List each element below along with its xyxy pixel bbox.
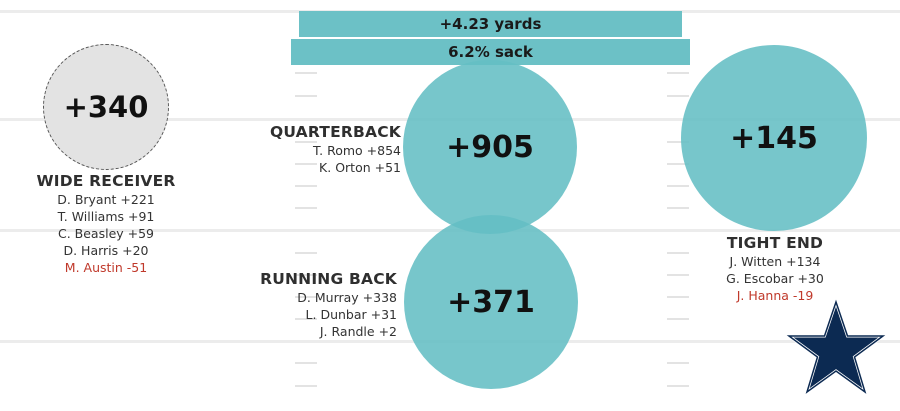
player-row: J. Witten +134 [729,254,821,269]
tight-end-title: TIGHT END [726,234,824,252]
yard-mark [295,318,317,320]
yard-mark [295,141,317,143]
yard-mark [667,318,689,320]
player-row: D. Bryant +221 [57,192,155,207]
yard-mark [295,163,317,165]
tight-end-total: +145 [730,120,818,156]
running-back-block: RUNNING BACK D. Murray +338 L. Dunbar +3… [220,270,397,340]
running-back-title: RUNNING BACK [260,270,397,288]
yard-mark [667,141,689,143]
running-back-total: +371 [447,284,535,320]
player-row: T. Romo +854 [312,143,401,158]
quarterback-title: QUARTERBACK [269,123,401,141]
yard-mark [295,185,317,187]
player-row: C. Beasley +59 [57,226,155,241]
yard-mark [667,163,689,165]
player-row: D. Harris +20 [63,243,149,258]
player-row: J. Randle +2 [319,324,397,339]
tight-end-block: TIGHT END J. Witten +134 G. Escobar +30 … [695,234,855,304]
player-row: T. Williams +91 [57,209,155,224]
wide-receiver-total: +340 [63,90,149,124]
quarterback-total: +905 [446,129,534,165]
yard-mark [295,95,317,97]
yards-bar: +4.23 yards [299,11,682,37]
yard-mark [667,252,689,254]
yard-mark [295,362,317,364]
player-row-negative: M. Austin -51 [64,260,148,275]
player-row: K. Orton +51 [319,160,401,175]
yard-mark [295,252,317,254]
tight-end-circle: +145 [681,45,867,231]
yard-mark [295,296,317,298]
wide-receiver-block: WIDE RECEIVER D. Bryant +221 T. Williams… [26,172,186,276]
wide-receiver-circle: +340 [43,44,169,170]
yard-mark [667,296,689,298]
quarterback-circle: +905 [403,60,577,234]
yard-mark [667,362,689,364]
yard-mark [295,274,317,276]
yard-mark [667,185,689,187]
yard-mark [667,95,689,97]
player-row-negative: J. Hanna -19 [736,288,814,303]
sack-label: 6.2% sack [448,43,533,61]
yards-label: +4.23 yards [439,15,542,33]
quarterback-block: QUARTERBACK T. Romo +854 K. Orton +51 [230,123,401,176]
yard-mark [667,385,689,387]
yard-mark [295,207,317,209]
player-row: D. Murray +338 [297,290,397,305]
yard-mark [667,72,689,74]
wide-receiver-title: WIDE RECEIVER [36,172,176,190]
yard-mark [667,207,689,209]
running-back-circle: +371 [404,215,578,389]
star-icon [784,298,888,396]
player-row: G. Escobar +30 [726,271,824,286]
yard-mark [295,385,317,387]
yard-mark [295,72,317,74]
player-row: L. Dunbar +31 [305,307,397,322]
yard-mark [667,274,689,276]
